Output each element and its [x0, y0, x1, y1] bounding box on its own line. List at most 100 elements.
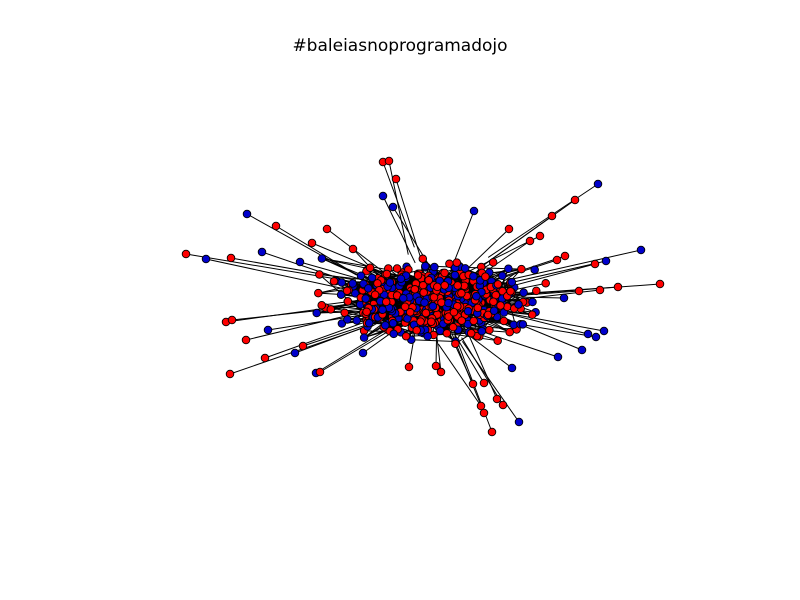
graph-edge — [315, 324, 396, 374]
graph-node — [427, 317, 436, 326]
graph-node — [298, 341, 308, 351]
graph-node — [525, 236, 535, 246]
graph-node — [227, 315, 237, 325]
graph-node — [418, 254, 428, 264]
graph-node — [392, 264, 402, 273]
graph-node — [466, 328, 476, 338]
graph-node — [226, 253, 236, 263]
graph-node — [428, 301, 438, 311]
graph-node — [421, 308, 431, 318]
graph-node — [460, 264, 470, 273]
graph-edge — [453, 323, 513, 369]
graph-node — [404, 362, 414, 372]
graph-node — [322, 224, 332, 234]
graph-edge — [487, 263, 596, 293]
graph-node — [201, 254, 211, 264]
graph-node — [343, 315, 352, 324]
graph-node — [463, 306, 473, 316]
graph-node — [364, 318, 374, 328]
graph-node — [348, 244, 358, 254]
graph-node — [384, 156, 394, 166]
graph-node — [452, 258, 462, 267]
graph-node — [436, 367, 446, 377]
graph-node — [329, 277, 339, 286]
graph-node — [359, 333, 369, 342]
graph-edge — [382, 195, 416, 264]
graph-node — [442, 329, 452, 338]
graph-node — [399, 294, 408, 303]
graph-edge — [388, 160, 409, 255]
graph-node — [504, 224, 514, 234]
graph-node — [337, 278, 346, 287]
graph-node — [492, 394, 502, 404]
graph-node — [485, 325, 494, 335]
graph-node — [527, 310, 537, 319]
graph-node — [444, 298, 453, 308]
graph-edge — [261, 251, 365, 288]
graph-node — [591, 332, 601, 342]
graph-node — [336, 290, 346, 299]
graph-node — [505, 327, 514, 337]
graph-node — [367, 273, 377, 283]
graph-node — [364, 284, 373, 293]
graph-node — [532, 286, 541, 296]
graph-node — [528, 297, 537, 307]
graph-edge — [267, 313, 368, 331]
graph-node — [342, 286, 352, 296]
graph-node — [260, 353, 270, 363]
graph-node — [225, 369, 235, 379]
graph-edge — [454, 335, 485, 384]
graph-node — [181, 249, 191, 259]
figure-title: #baleiasnoprogramadojo — [292, 36, 508, 56]
graph-node — [263, 325, 273, 335]
graph-edge — [264, 316, 379, 359]
graph-node — [307, 238, 317, 248]
graph-node — [570, 195, 580, 205]
node-layer — [181, 156, 665, 437]
graph-node — [453, 281, 462, 290]
graph-node — [400, 302, 410, 311]
graph-node — [595, 285, 605, 295]
graph-edge — [275, 225, 362, 278]
graph-node — [553, 352, 563, 362]
graph-node — [473, 303, 483, 313]
graph-edge — [230, 257, 357, 281]
graph-node — [401, 332, 411, 341]
graph-edge — [468, 335, 498, 400]
graph-node — [378, 191, 388, 201]
graph-node — [391, 174, 401, 184]
graph-node — [362, 307, 371, 317]
graph-node — [493, 280, 503, 289]
graph-node — [440, 268, 449, 278]
graph-node — [457, 288, 466, 298]
graph-node — [518, 320, 528, 329]
graph-node — [498, 400, 508, 410]
graph-node — [519, 288, 528, 297]
graph-node — [457, 316, 466, 325]
graph-node — [507, 277, 517, 287]
graph-node — [493, 336, 502, 345]
graph-edge — [185, 253, 354, 283]
graph-node — [469, 272, 478, 281]
graph-node — [541, 279, 550, 288]
graph-node — [358, 348, 368, 358]
graph-node — [396, 274, 406, 283]
graph-node — [315, 367, 325, 377]
graph-node — [479, 378, 489, 388]
graph-node — [410, 285, 420, 294]
graph-edge — [461, 337, 504, 406]
graph-node — [437, 298, 446, 307]
graph-node — [242, 209, 252, 219]
graph-node — [476, 401, 486, 411]
graph-edge — [231, 304, 365, 321]
graph-node — [405, 308, 415, 317]
graph-node — [381, 321, 390, 330]
graph-node — [489, 297, 498, 306]
graph-edge — [502, 311, 605, 332]
graph-node — [431, 361, 441, 371]
graph-node — [488, 258, 498, 267]
graph-node — [535, 231, 545, 241]
graph-node — [295, 257, 305, 267]
graph-node — [413, 271, 423, 280]
